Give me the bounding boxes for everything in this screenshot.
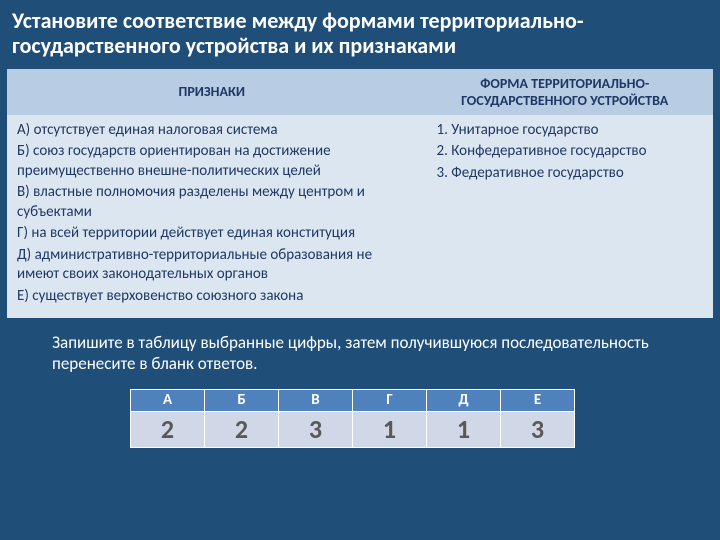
ans-head-v: В bbox=[279, 389, 353, 411]
form-3: Федеративное государство bbox=[432, 164, 703, 184]
answer-table: А Б В Г Д Е 2 2 3 1 1 3 bbox=[130, 389, 575, 448]
ans-val-g: 1 bbox=[353, 411, 427, 447]
slide-title: Установите соответствие между формами те… bbox=[0, 0, 720, 69]
sign-b: Б) союз государств ориентирован на дости… bbox=[17, 142, 406, 181]
ans-val-e: 3 bbox=[501, 411, 575, 447]
ans-head-a: А bbox=[131, 389, 205, 411]
sign-e: Е) существует верховенство союзного зако… bbox=[17, 287, 406, 307]
sign-a: А) отсутствует единая налоговая система bbox=[17, 121, 406, 141]
form-2: Конфедеративное государство bbox=[432, 142, 703, 162]
sign-v: В) властные полномочия разделены между ц… bbox=[17, 183, 406, 222]
col-header-signs: ПРИЗНАКИ bbox=[7, 69, 416, 115]
answer-table-wrap: А Б В Г Д Е 2 2 3 1 1 3 bbox=[0, 383, 720, 448]
instruction-text: Запишите в таблицу выбранные цифры, зате… bbox=[0, 318, 720, 383]
col-header-forms: ФОРМА ТЕРРИТОРИАЛЬНО-ГОСУДАРСТВЕННОГО УС… bbox=[416, 69, 713, 115]
signs-cell: А) отсутствует единая налоговая система … bbox=[7, 115, 416, 319]
ans-head-e: Е bbox=[501, 389, 575, 411]
sign-g: Г) на всей территории действует единая к… bbox=[17, 224, 406, 244]
ans-head-g: Г bbox=[353, 389, 427, 411]
slide: Установите соответствие между формами те… bbox=[0, 0, 720, 540]
ans-head-b: Б bbox=[205, 389, 279, 411]
ans-val-v: 3 bbox=[279, 411, 353, 447]
ans-val-d: 1 bbox=[427, 411, 501, 447]
matching-table: ПРИЗНАКИ ФОРМА ТЕРРИТОРИАЛЬНО-ГОСУДАРСТВ… bbox=[7, 69, 713, 319]
forms-cell: Унитарное государство Конфедеративное го… bbox=[416, 115, 713, 319]
ans-head-d: Д bbox=[427, 389, 501, 411]
form-1: Унитарное государство bbox=[432, 121, 703, 141]
ans-val-a: 2 bbox=[131, 411, 205, 447]
ans-val-b: 2 bbox=[205, 411, 279, 447]
sign-d: Д) административно-территориальные образ… bbox=[17, 246, 406, 285]
